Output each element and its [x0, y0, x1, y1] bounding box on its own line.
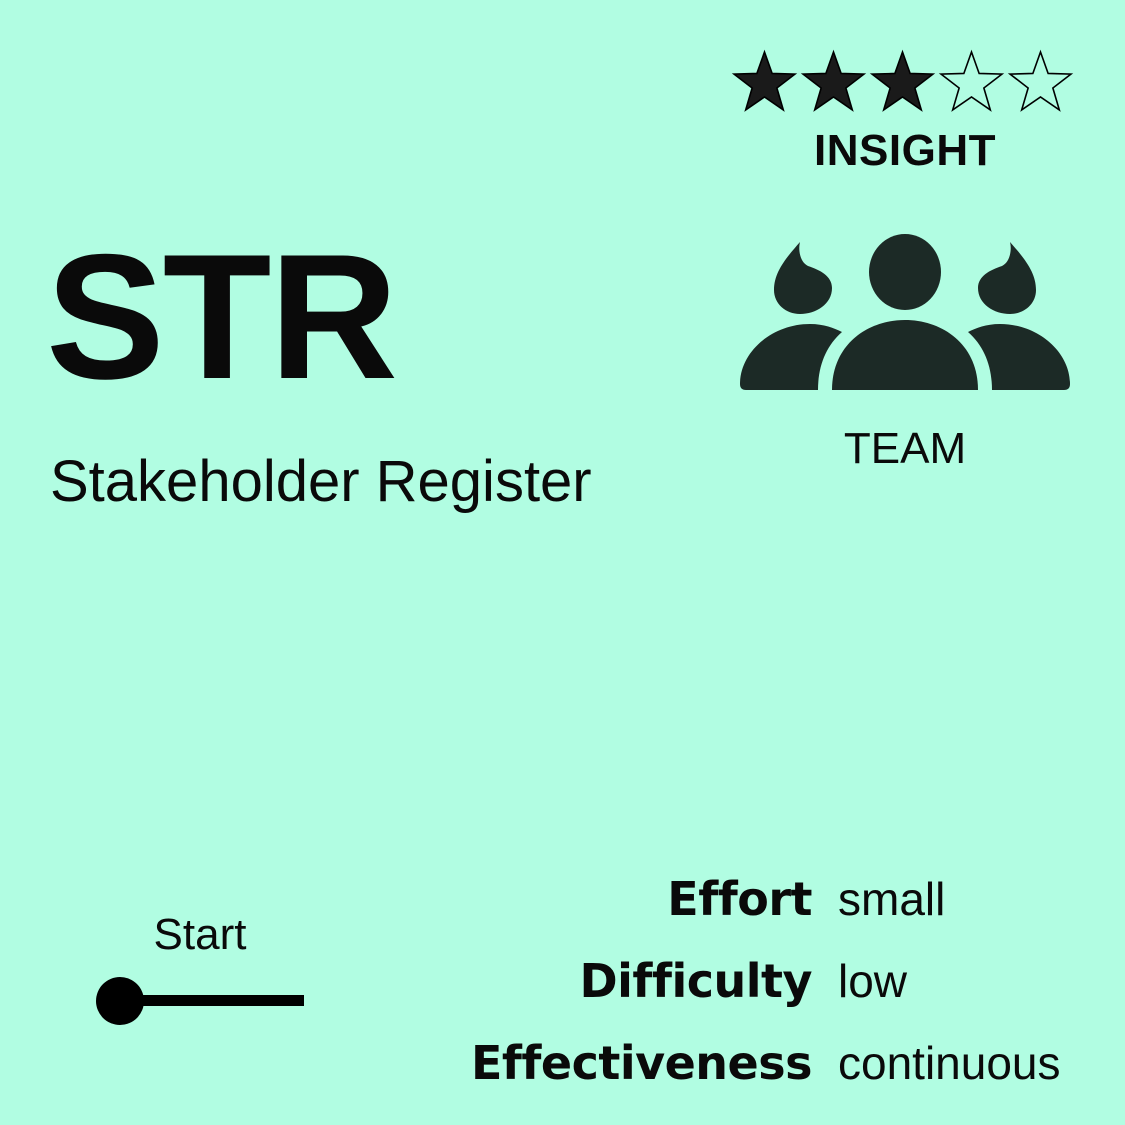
star-rating: [731, 48, 1076, 118]
metric-row-effort: Effort small: [440, 858, 1120, 940]
timeline-start-icon: [96, 977, 304, 1025]
metric-label: Effectiveness: [470, 1036, 813, 1090]
metric-row-effectiveness: Effectiveness continuous: [440, 1022, 1120, 1104]
team-icon: [740, 234, 1070, 390]
metrics-table: Effort small Difficulty low Effectivenes…: [440, 858, 1120, 1104]
star-empty-icon: [938, 49, 1005, 112]
metric-value: continuous: [838, 1037, 1061, 1089]
star-filled-icon: [731, 49, 798, 112]
metric-label: Difficulty: [579, 954, 812, 1008]
star-empty-icon: [1007, 49, 1074, 112]
star-filled-icon: [800, 49, 867, 112]
phase-label: Start: [153, 910, 247, 959]
metric-value: low: [838, 955, 908, 1007]
category-label: INSIGHT: [814, 126, 996, 175]
star-filled-icon: [869, 49, 936, 112]
metric-row-difficulty: Difficulty low: [440, 940, 1120, 1022]
team-label: TEAM: [843, 424, 967, 473]
practice-code: STR: [46, 217, 398, 416]
practice-name: Stakeholder Register: [50, 449, 592, 514]
metric-label: Effort: [667, 872, 812, 926]
metric-value: small: [838, 873, 946, 925]
